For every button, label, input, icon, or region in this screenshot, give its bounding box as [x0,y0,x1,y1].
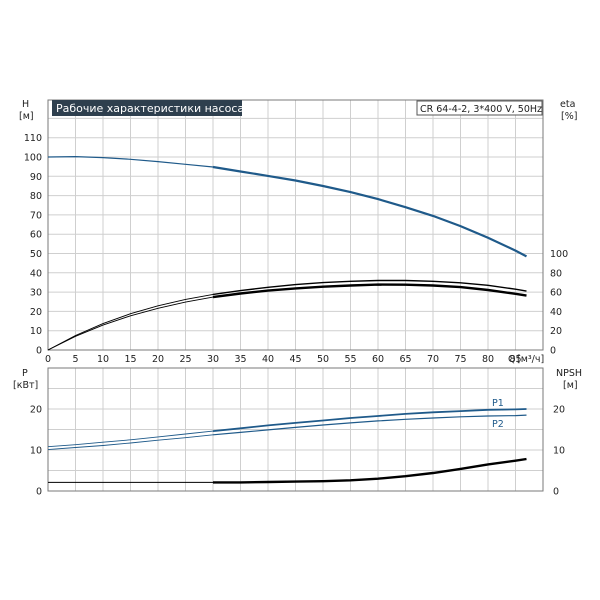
upper-grid [47,100,544,351]
lower-left-tick-label: 0 [36,487,42,498]
x-axis-unit: [м³/ч] [517,354,544,365]
upper-right-axis-unit: [%] [561,111,577,122]
npsh-curve-thick [213,457,527,484]
lower-plot-frame [47,367,544,492]
lower-left-axis-unit: [кВт] [13,380,38,391]
head-curve-thin [47,155,214,168]
power-p1-curve-thin [47,430,214,448]
upper-left-tick-label: 100 [24,153,42,164]
upper-left-axis-label: H [22,99,29,110]
upper-left-tick-label: 10 [30,326,42,337]
efficiency-curve-lower-thin [47,296,214,351]
upper-left-tick-label: 110 [24,133,42,144]
x-tick-label: 0 [45,354,51,365]
series-layer [47,155,528,484]
power-p2-curve-thin [47,434,214,451]
upper-right-tick-label: 100 [550,249,568,260]
lower-left-axis-label: P [22,368,28,379]
chart-title: Рабочие характеристики насоса [56,102,244,115]
upper-right-tick-label: 80 [550,268,562,279]
series-label-p2: P2 [492,419,504,430]
x-tick-label: 5 [72,354,78,365]
x-tick-label: 75 [454,354,466,365]
upper-left-tick-label: 50 [30,249,42,260]
x-tick-label: 15 [124,354,136,365]
upper-left-tick-label: 0 [36,346,42,357]
lower-right-axis-label: NPSH [556,368,582,379]
lower-right-axis-unit: [м] [563,380,578,391]
x-tick-label: 60 [372,354,384,365]
x-tick-label: 10 [97,354,109,365]
x-tick-label: 80 [482,354,494,365]
x-tick-label: 25 [179,354,191,365]
upper-left-tick-label: 30 [30,288,42,299]
lower-grid [47,367,544,492]
head-curve-thick [212,165,528,258]
model-label: CR 64-4-2, 3*400 V, 50Hz [420,104,542,115]
upper-tick-labels: 0 5 10 15 20 25 30 35 40 45 50 55 60 65 70 75 80 85 0 10 20 3… [24,133,568,365]
x-tick-label: 45 [289,354,301,365]
x-tick-label: 50 [317,354,329,365]
upper-right-tick-label: 60 [550,288,562,299]
x-tick-label: 35 [234,354,246,365]
upper-left-tick-label: 90 [30,172,42,183]
efficiency-curve-upper-thin [47,293,214,351]
upper-right-axis-label: eta [560,99,575,110]
upper-left-tick-label: 80 [30,191,42,202]
x-tick-label: 85 [509,354,521,365]
upper-right-tick-label: 20 [550,326,562,337]
lower-right-tick-label: 20 [553,405,565,416]
x-tick-label: 40 [262,354,274,365]
x-axis-label: Q [508,354,515,365]
power-p1-curve-thick [212,408,527,432]
x-tick-label: 55 [344,354,356,365]
x-tick-label: 70 [427,354,439,365]
efficiency-curve-lower-thick [212,283,527,299]
upper-left-axis-unit: [м] [19,111,34,122]
x-tick-label: 30 [207,354,219,365]
lower-right-tick-label: 0 [553,487,559,498]
upper-left-tick-label: 20 [30,307,42,318]
upper-plot-frame [47,99,544,351]
upper-left-tick-label: 70 [30,210,42,221]
series-label-p1: P1 [492,398,504,409]
upper-right-tick-label: 40 [550,307,562,318]
lower-right-tick-label: 10 [553,446,565,457]
x-tick-label: 20 [152,354,164,365]
efficiency-curve-upper-thick [212,279,527,296]
x-tick-label: 65 [399,354,411,365]
upper-left-tick-label: 60 [30,230,42,241]
lower-tick-labels: 0 10 20 0 10 20 [30,405,565,498]
model-label-box [416,100,543,116]
chart-title-box [52,100,242,116]
upper-left-tick-label: 40 [30,268,42,279]
lower-left-tick-label: 10 [30,446,42,457]
lower-left-tick-label: 20 [30,405,42,416]
power-p2-curve-thick [212,414,527,436]
upper-right-tick-label: 0 [550,346,556,357]
